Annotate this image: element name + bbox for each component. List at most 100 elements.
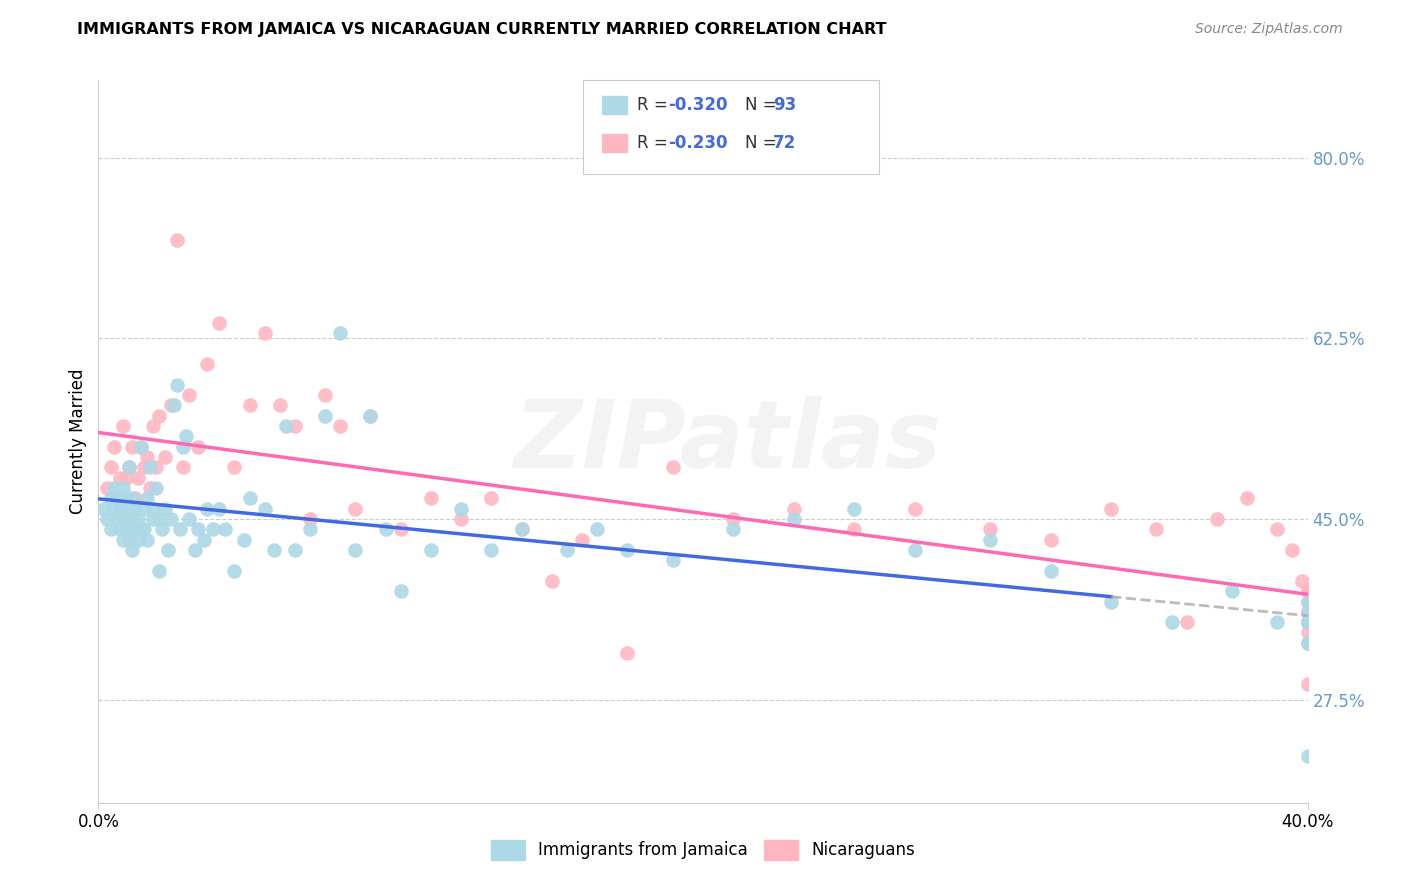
Point bbox=[904, 542, 927, 557]
Point bbox=[450, 512, 472, 526]
Point bbox=[1296, 615, 1319, 630]
Text: IMMIGRANTS FROM JAMAICA VS NICARAGUAN CURRENTLY MARRIED CORRELATION CHART: IMMIGRANTS FROM JAMAICA VS NICARAGUAN CU… bbox=[77, 22, 887, 37]
Point bbox=[661, 553, 683, 567]
Point bbox=[586, 522, 609, 536]
Point bbox=[1220, 584, 1243, 599]
Point bbox=[299, 522, 322, 536]
Point bbox=[129, 440, 152, 454]
Text: R =: R = bbox=[637, 96, 673, 114]
Point bbox=[127, 512, 149, 526]
Point bbox=[1039, 564, 1062, 578]
Point bbox=[195, 501, 218, 516]
Point bbox=[118, 533, 141, 547]
Point bbox=[253, 326, 276, 340]
Text: N =: N = bbox=[745, 134, 782, 152]
Point bbox=[121, 512, 143, 526]
Point bbox=[148, 512, 170, 526]
Point bbox=[1296, 636, 1319, 650]
Point bbox=[148, 409, 170, 423]
Point bbox=[187, 522, 209, 536]
Point bbox=[555, 542, 578, 557]
Point bbox=[232, 533, 254, 547]
Point bbox=[1296, 605, 1319, 619]
Point bbox=[111, 481, 134, 495]
Point bbox=[184, 542, 207, 557]
Text: 93: 93 bbox=[773, 96, 797, 114]
Point bbox=[1296, 615, 1319, 630]
Point bbox=[114, 491, 136, 506]
Point bbox=[1206, 512, 1229, 526]
Point bbox=[1296, 749, 1319, 764]
Text: 72: 72 bbox=[773, 134, 797, 152]
Point bbox=[172, 440, 194, 454]
Point bbox=[100, 522, 122, 536]
Text: R =: R = bbox=[637, 134, 673, 152]
Point bbox=[187, 440, 209, 454]
Point bbox=[179, 388, 201, 402]
Point bbox=[616, 646, 638, 660]
Point bbox=[1099, 501, 1122, 516]
Point bbox=[314, 409, 336, 423]
Point bbox=[1296, 605, 1319, 619]
Point bbox=[103, 501, 125, 516]
Point bbox=[783, 512, 806, 526]
Point bbox=[145, 460, 167, 475]
Point bbox=[510, 522, 533, 536]
Point bbox=[127, 533, 149, 547]
Point bbox=[105, 491, 128, 506]
Point bbox=[142, 419, 165, 434]
Point bbox=[1175, 615, 1198, 630]
Point bbox=[389, 522, 412, 536]
Point bbox=[111, 533, 134, 547]
Point bbox=[389, 584, 412, 599]
Point bbox=[100, 460, 122, 475]
Point bbox=[1296, 584, 1319, 599]
Point bbox=[156, 542, 179, 557]
Point bbox=[193, 533, 215, 547]
Point bbox=[420, 542, 443, 557]
Point bbox=[1296, 584, 1319, 599]
Text: -0.320: -0.320 bbox=[668, 96, 727, 114]
Point bbox=[111, 419, 134, 434]
Point bbox=[1296, 615, 1319, 630]
Point bbox=[1236, 491, 1258, 506]
Point bbox=[344, 542, 367, 557]
Point bbox=[1296, 594, 1319, 608]
Point bbox=[108, 501, 131, 516]
Point bbox=[129, 440, 152, 454]
Point bbox=[179, 512, 201, 526]
Point bbox=[1296, 636, 1319, 650]
Point bbox=[93, 501, 115, 516]
Point bbox=[224, 564, 246, 578]
Point bbox=[239, 491, 262, 506]
Point bbox=[979, 533, 1001, 547]
Point bbox=[1144, 522, 1167, 536]
Point bbox=[172, 460, 194, 475]
Point bbox=[114, 470, 136, 484]
Point bbox=[208, 316, 231, 330]
Point bbox=[274, 419, 297, 434]
Point bbox=[121, 491, 143, 506]
Point bbox=[160, 398, 183, 412]
Point bbox=[374, 522, 396, 536]
Point bbox=[783, 501, 806, 516]
Point bbox=[124, 522, 146, 536]
Point bbox=[132, 522, 155, 536]
Point bbox=[540, 574, 562, 588]
Text: Source: ZipAtlas.com: Source: ZipAtlas.com bbox=[1195, 22, 1343, 37]
Point bbox=[263, 542, 285, 557]
Point bbox=[360, 409, 382, 423]
Point bbox=[132, 460, 155, 475]
Point bbox=[169, 522, 191, 536]
Text: -0.230: -0.230 bbox=[668, 134, 727, 152]
Point bbox=[108, 470, 131, 484]
Point bbox=[142, 512, 165, 526]
Point bbox=[195, 357, 218, 371]
Point bbox=[153, 450, 176, 464]
Point bbox=[124, 491, 146, 506]
Point bbox=[360, 409, 382, 423]
Point bbox=[844, 522, 866, 536]
Point bbox=[111, 512, 134, 526]
Point bbox=[163, 398, 186, 412]
Point bbox=[208, 501, 231, 516]
